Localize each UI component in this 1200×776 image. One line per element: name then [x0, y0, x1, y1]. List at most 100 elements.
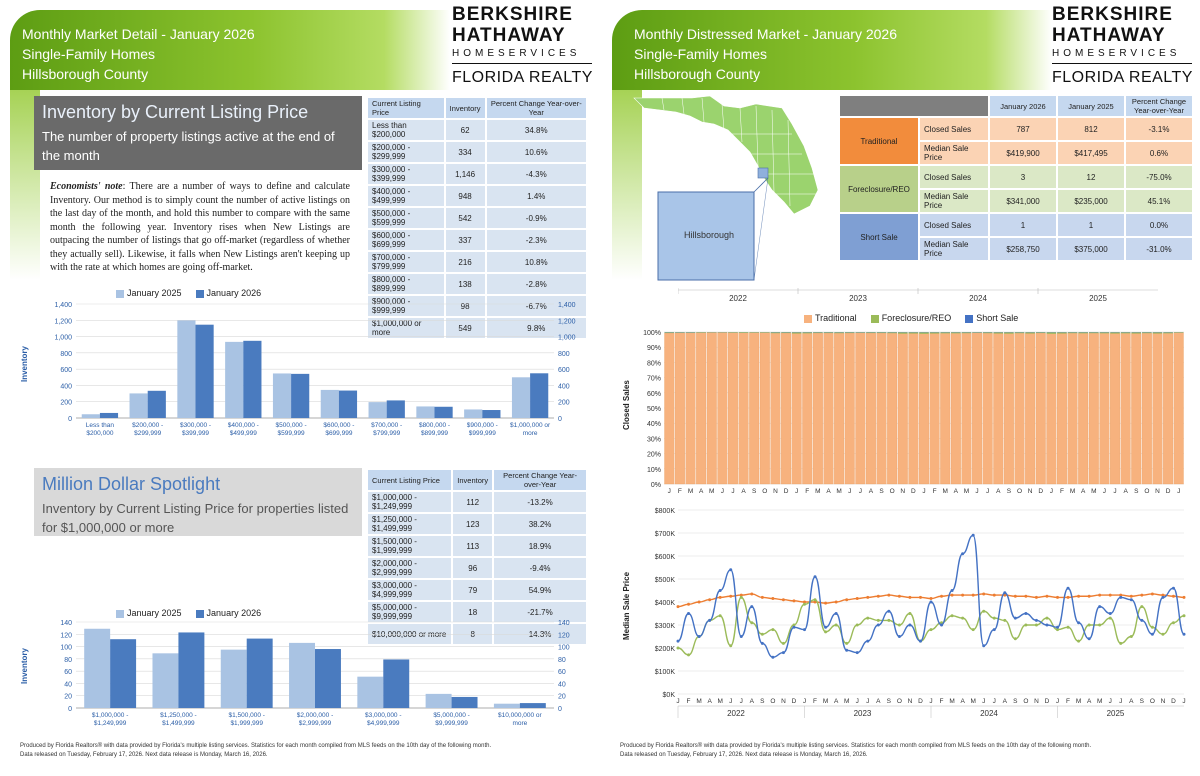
data-point — [1098, 593, 1102, 597]
month-label: M — [943, 488, 948, 495]
stacked-bar-segment — [1035, 332, 1046, 485]
month-label: J — [1050, 488, 1053, 495]
price-range-cell: $500,000 - $599,999 — [368, 208, 444, 228]
year-label: 2025 — [1089, 294, 1107, 303]
month-label: A — [699, 488, 704, 495]
data-point — [771, 655, 775, 659]
legend-item-foreclosure: Foreclosure/REO — [870, 313, 951, 323]
data-point — [824, 630, 828, 634]
data-point — [1045, 623, 1049, 627]
logo-line4: FLORIDA REALTY — [452, 69, 593, 86]
inventory-cell: 79 — [453, 580, 493, 600]
data-point — [676, 646, 680, 650]
data-point — [687, 612, 691, 615]
page-gutter — [600, 0, 608, 776]
y-tick-label-right: 1,200 — [558, 318, 576, 325]
stacked-bar-segment — [770, 332, 781, 334]
column-header: January 2025 — [1058, 96, 1124, 116]
stacked-bar-segment — [855, 332, 866, 333]
month-label: M — [1097, 698, 1102, 705]
data-point — [1003, 593, 1007, 597]
x-tick-label: $500,000 -$599,999 — [276, 422, 307, 437]
y-tick-label: 1,000 — [54, 335, 72, 342]
stacked-bar-segment — [908, 332, 919, 334]
data-point — [1119, 595, 1123, 599]
chart1-legend: January 2025 January 2026 — [116, 288, 261, 298]
month-label: M — [717, 698, 722, 705]
stacked-bar-segment — [728, 332, 738, 333]
y-tick-label: 20 — [64, 694, 72, 701]
stacked-bar-segment — [961, 333, 972, 485]
year-label: 2022 — [729, 294, 747, 303]
group-label-short-sale: Short Sale — [840, 214, 918, 260]
data-point — [1077, 621, 1081, 625]
bar — [220, 649, 247, 708]
legend-item-2025: January 2025 — [116, 608, 182, 618]
data-point — [792, 623, 796, 627]
month-label: M — [1070, 488, 1075, 495]
data-point — [729, 644, 733, 648]
table-row: $900,000 - $999,999 98 -6.7% — [368, 296, 586, 316]
data-point — [792, 599, 796, 603]
data-point — [760, 632, 764, 636]
logo-line3: HOMESERVICES — [1052, 48, 1181, 59]
data-point — [781, 651, 785, 655]
data-point — [1150, 625, 1154, 629]
metric-label-cell: Median Sale Price — [920, 142, 988, 164]
month-label: M — [844, 698, 849, 705]
month-label: F — [940, 698, 944, 705]
section-subtitle: The number of property listings active a… — [42, 129, 335, 163]
stacked-bar-segment — [813, 332, 823, 334]
month-label: J — [982, 698, 985, 705]
stacked-bar-segment — [897, 333, 908, 485]
data-point — [866, 639, 870, 643]
data-point — [1182, 614, 1186, 618]
header-title: Monthly Market Detail - January 2026 — [22, 26, 255, 42]
month-label: A — [869, 488, 874, 495]
logo-line4: FLORIDA REALTY — [1052, 69, 1193, 86]
stacked-bar-segment — [664, 332, 675, 485]
bar — [357, 676, 384, 708]
price-range-cell: $600,000 - $699,999 — [368, 230, 444, 250]
y-tick-label-right: 100 — [558, 645, 570, 652]
data-point — [1150, 632, 1154, 636]
stacked-bar-segment — [685, 332, 696, 333]
month-label: M — [688, 488, 693, 495]
y-tick-label: 800 — [60, 351, 72, 358]
y-tick-label: 20% — [647, 452, 661, 459]
economists-note: Economists' note: There are a number of … — [50, 180, 350, 275]
stacked-bar-segment — [759, 332, 770, 485]
month-label: O — [1017, 488, 1022, 495]
value-cell: $235,000 — [1058, 190, 1124, 212]
table-row: $1,500,000 - $1,999,999 113 18.9% — [368, 536, 586, 556]
data-point — [1087, 623, 1091, 627]
market-detail-page: Monthly Market Detail - January 2026 Sin… — [10, 4, 593, 758]
logo-line2: HATHAWAY — [1052, 25, 1166, 46]
bar — [530, 373, 549, 418]
x-tick-label: $900,000 -$999,999 — [467, 422, 498, 437]
x-tick-label: $10,000,000 or more — [498, 712, 543, 727]
value-cell: 0.6% — [1126, 142, 1192, 164]
stacked-bar-segment — [770, 333, 781, 485]
data-point — [845, 598, 849, 602]
legend-item-short: Short Sale — [965, 313, 1018, 323]
percent-change-cell: 10.8% — [486, 252, 586, 272]
data-point — [1024, 623, 1028, 627]
inventory-cell: 123 — [453, 514, 493, 534]
page-header: Monthly Market Detail - January 2026 Sin… — [22, 24, 255, 84]
florida-map: Hillsborough — [633, 95, 819, 281]
data-point — [950, 593, 954, 597]
stacked-bar-segment — [696, 332, 707, 485]
bar — [315, 649, 341, 708]
legend-item-traditional: Traditional — [804, 313, 857, 323]
stacked-bar-segment — [919, 332, 929, 334]
y-tick-label: 80 — [64, 657, 72, 664]
stacked-bar-segment — [929, 333, 940, 485]
month-label: D — [918, 698, 923, 705]
distressed-table: January 2026 January 2025 Percent Change Y… — [838, 94, 1194, 262]
stacked-bar-segment — [855, 332, 866, 485]
inventory-cell: 113 — [453, 536, 493, 556]
bar — [425, 693, 452, 708]
x-tick-label: $1,000,000 -$1,249,999 — [92, 712, 129, 727]
month-label: S — [1140, 698, 1145, 705]
